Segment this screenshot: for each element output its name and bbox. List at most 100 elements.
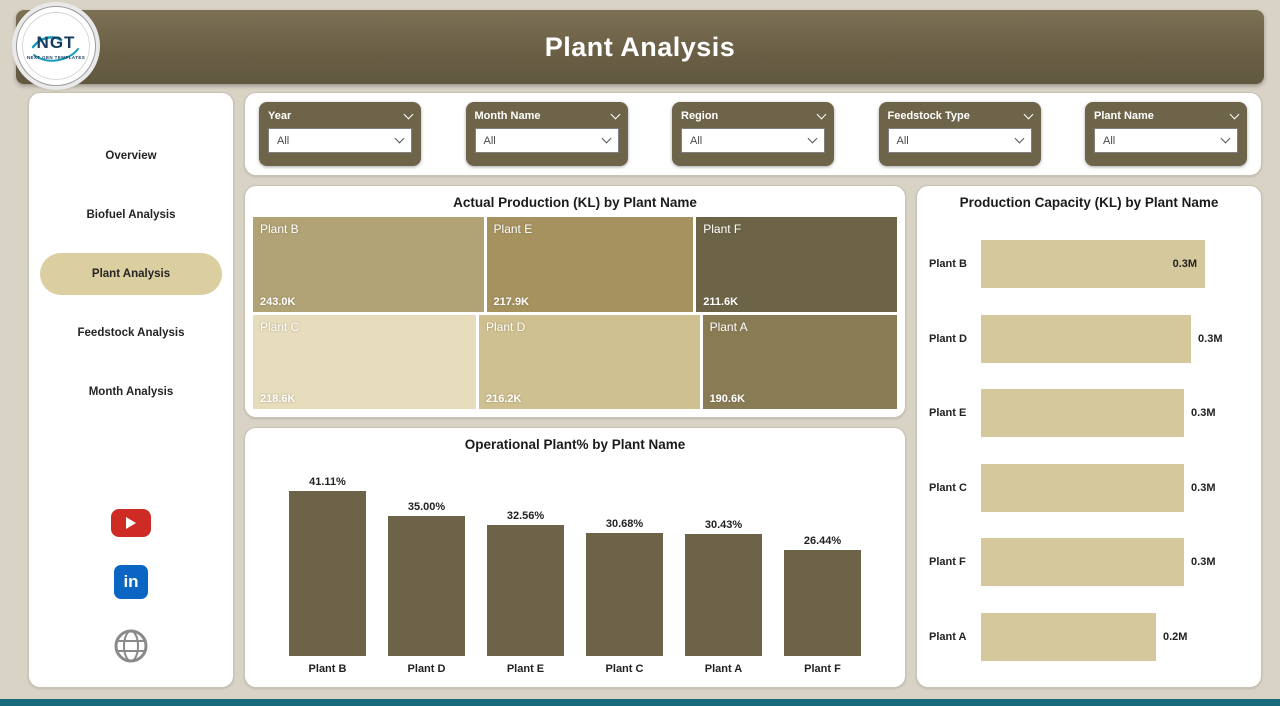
slicer-header[interactable]: Month Name bbox=[474, 109, 620, 122]
chart-title: Production Capacity (KL) by Plant Name bbox=[959, 195, 1219, 210]
bar[interactable] bbox=[586, 533, 663, 656]
chevron-down-icon[interactable] bbox=[816, 109, 827, 119]
treemap-tile-value: 211.6K bbox=[703, 295, 739, 308]
bar-value-label: 32.56% bbox=[506, 510, 545, 522]
bar-value-label: 0.2M bbox=[1162, 630, 1188, 643]
slicer-month-name: Month Name All bbox=[465, 102, 628, 166]
bar-area: 0.3M bbox=[981, 314, 1251, 363]
sidebar-item-month-analysis[interactable]: Month Analysis bbox=[88, 386, 174, 398]
treemap-tile-name: Plant A bbox=[709, 319, 748, 334]
chevron-down-icon bbox=[1220, 133, 1231, 144]
chevron-down-icon[interactable] bbox=[403, 109, 414, 119]
bar-value-label: 30.43% bbox=[704, 519, 743, 531]
sidebar-item-plant-analysis[interactable]: Plant Analysis bbox=[40, 253, 222, 295]
filter-bar: Year All Month Name All Region All Feedstock T… bbox=[244, 92, 1262, 176]
production-capacity-panel: Production Capacity (KL) by Plant Name P… bbox=[916, 185, 1262, 688]
slicer-dropdown[interactable]: All bbox=[474, 128, 619, 153]
slicer-label: Month Name bbox=[474, 110, 541, 122]
bar-value-label: 0.3M bbox=[1172, 258, 1198, 270]
treemap-tile-plant-e[interactable]: Plant E 217.9K bbox=[486, 217, 694, 312]
page-title: Plant Analysis bbox=[544, 31, 736, 62]
bar-column-plant-b: 41.11% Plant B bbox=[289, 476, 366, 675]
bar-category-label: Plant F bbox=[804, 663, 841, 675]
bar-value-label: 0.3M bbox=[1191, 407, 1216, 420]
bar[interactable] bbox=[685, 534, 762, 656]
ngt-logo: NGT NEXT GEN TEMPLATES bbox=[16, 6, 96, 86]
bar-row-plant-d: Plant D 0.3M bbox=[929, 307, 1251, 371]
slicer-header[interactable]: Plant Name bbox=[1094, 109, 1240, 122]
slicer-region: Region All bbox=[672, 102, 834, 166]
chevron-down-icon bbox=[1014, 133, 1024, 144]
bar-column-plant-c: 30.68% Plant C bbox=[586, 518, 663, 675]
slicer-dropdown[interactable]: All bbox=[887, 128, 1032, 153]
slicer-label: Region bbox=[681, 110, 719, 122]
bar[interactable] bbox=[388, 516, 465, 656]
bar-row-plant-c: Plant C 0.3M bbox=[929, 456, 1251, 520]
slicer-selected-value: All bbox=[483, 134, 496, 147]
chevron-down-icon[interactable] bbox=[1023, 109, 1033, 119]
sidebar-item-biofuel-analysis[interactable]: Biofuel Analysis bbox=[86, 209, 176, 221]
bar[interactable] bbox=[784, 550, 861, 656]
treemap-tile-plant-b[interactable]: Plant B 243.0K bbox=[253, 217, 484, 312]
treemap-tile-name: Plant E bbox=[493, 222, 533, 236]
bar-row-plant-f: Plant F 0.3M bbox=[929, 530, 1251, 594]
bar[interactable] bbox=[981, 463, 1185, 512]
bar-category-label: Plant D bbox=[929, 332, 967, 345]
capacity-chart: Plant B 0.3M Plant D 0.3M Plant E 0.3M Plant C… bbox=[929, 232, 1251, 669]
sidebar: Overview Biofuel Analysis Plant Analysis Fe… bbox=[28, 92, 234, 688]
slicer-header[interactable]: Region bbox=[681, 109, 827, 122]
bar-value-label: 0.3M bbox=[1198, 332, 1223, 345]
slicer-dropdown[interactable]: All bbox=[681, 128, 825, 153]
bar-value-label: 41.11% bbox=[309, 476, 346, 488]
treemap-tile-name: Plant B bbox=[260, 222, 299, 236]
slicer-header[interactable]: Feedstock Type bbox=[888, 109, 1033, 122]
slicer-label: Plant Name bbox=[1094, 110, 1154, 122]
sidebar-item-overview[interactable]: Overview bbox=[105, 150, 157, 162]
bar-category-label: Plant E bbox=[929, 407, 967, 420]
bar-column-plant-a: 30.43% Plant A bbox=[685, 519, 762, 675]
bar-value-label: 35.00% bbox=[407, 501, 446, 513]
bar[interactable] bbox=[289, 491, 366, 656]
bar-category-label: Plant B bbox=[308, 663, 347, 675]
bar[interactable] bbox=[487, 525, 564, 656]
linkedin-icon[interactable]: in bbox=[114, 565, 148, 599]
bar-category-label: Plant A bbox=[704, 663, 743, 675]
chart-title: Actual Production (KL) by Plant Name bbox=[453, 195, 697, 210]
chevron-down-icon bbox=[394, 133, 405, 144]
bar-category-label: Plant B bbox=[929, 258, 967, 270]
treemap: Plant B 243.0K Plant E 217.9K Plant F 211.6K P… bbox=[253, 217, 897, 409]
sidebar-item-feedstock-analysis[interactable]: Feedstock Analysis bbox=[77, 327, 185, 339]
chevron-down-icon[interactable] bbox=[610, 109, 620, 119]
bar[interactable] bbox=[981, 538, 1185, 587]
bar[interactable] bbox=[981, 314, 1192, 363]
slicer-dropdown[interactable]: All bbox=[1094, 128, 1238, 153]
youtube-icon[interactable] bbox=[111, 509, 151, 537]
bar[interactable] bbox=[981, 612, 1156, 661]
bar-column-plant-f: 26.44% Plant F bbox=[784, 535, 861, 675]
bar-value-label: 26.44% bbox=[803, 535, 842, 547]
chevron-down-icon[interactable] bbox=[1229, 109, 1240, 119]
slicer-plant-name: Plant Name All bbox=[1085, 102, 1247, 166]
bar[interactable]: 0.3M bbox=[981, 240, 1206, 288]
bar-area: 0.3M bbox=[981, 463, 1251, 512]
slicer-feedstock-type: Feedstock Type All bbox=[878, 102, 1041, 166]
slicer-dropdown[interactable]: All bbox=[268, 128, 412, 153]
treemap-tile-name: Plant D bbox=[486, 319, 526, 334]
website-globe-icon[interactable] bbox=[112, 627, 150, 665]
treemap-tile-plant-a[interactable]: Plant A 190.6K bbox=[702, 314, 897, 409]
bar-column-plant-d: 35.00% Plant D bbox=[388, 501, 465, 675]
treemap-tile-plant-c[interactable]: Plant C 218.6K bbox=[253, 314, 476, 409]
slicer-selected-value: All bbox=[690, 134, 703, 147]
treemap-tile-plant-f[interactable]: Plant F 211.6K bbox=[696, 217, 897, 312]
treemap-tile-plant-d[interactable]: Plant D 216.2K bbox=[479, 314, 700, 409]
bar-row-plant-e: Plant E 0.3M bbox=[929, 381, 1251, 445]
bar-value-label: 0.3M bbox=[1191, 556, 1216, 569]
bottom-edge-strip bbox=[0, 699, 1280, 706]
bar[interactable] bbox=[981, 389, 1185, 438]
slicer-header[interactable]: Year bbox=[268, 109, 414, 122]
bar-area: 0.3M bbox=[981, 538, 1251, 587]
bar-category-label: Plant C bbox=[929, 481, 967, 494]
treemap-tile-name: Plant C bbox=[260, 319, 300, 334]
